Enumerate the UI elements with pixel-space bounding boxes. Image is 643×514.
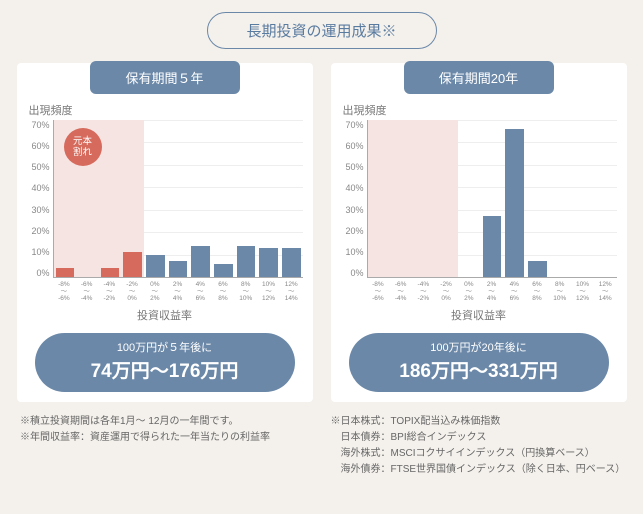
footnote-line: 海外株式：MSCIコクサイインデックス（円換算ベース） (331, 446, 624, 462)
footnote-line: ※日本株式：TOPIX配当込み株価指数 (331, 414, 624, 430)
footnote-line: ※積立投資期間は各年1月〜 12月の一年間です。 (20, 414, 313, 430)
result-pill: 100万円が５年後に74万円〜176万円 (35, 333, 295, 392)
y-axis: 70%60%50%40%30%20%10%0% (27, 120, 53, 278)
bar (191, 246, 210, 277)
footnotes-left: ※積立投資期間は各年1月〜 12月の一年間です。※年間収益率：資産運用で得られた… (20, 414, 313, 478)
bar (101, 268, 120, 277)
panel-tab: 保有期間５年 (90, 61, 240, 94)
result-pill: 100万円が20年後に186万円〜331万円 (349, 333, 609, 392)
bar (56, 268, 75, 277)
footnotes: ※積立投資期間は各年1月〜 12月の一年間です。※年間収益率：資産運用で得られた… (14, 414, 629, 478)
bars (54, 120, 303, 277)
footnote-line: ※年間収益率：資産運用で得られた一年当たりの利益率 (20, 430, 313, 446)
x-axis: -8% 〜 -6%-6% 〜 -4%-4% 〜 -2%-2% 〜 0%0% 〜 … (53, 281, 303, 302)
y-axis-label: 出現頻度 (343, 102, 617, 118)
plot-area (367, 120, 617, 278)
bar (169, 261, 188, 277)
x-axis-label: 投資収益率 (27, 307, 303, 323)
footnote-line: 日本債券：BPI総合インデックス (331, 430, 624, 446)
chart-panel: 保有期間20年出現頻度 70%60%50%40%30%20%10%0%-8% 〜 … (331, 63, 627, 402)
bar (214, 264, 233, 277)
y-axis: 70%60%50%40%30%20%10%0% (341, 120, 367, 278)
y-axis-label: 出現頻度 (29, 102, 303, 118)
chart: 70%60%50%40%30%20%10%0%元本割れ (27, 120, 303, 278)
bar (483, 216, 502, 277)
bar (282, 248, 301, 277)
bar (505, 129, 524, 277)
page-title: 長期投資の運用成果※ (207, 12, 437, 49)
chart-panel: 保有期間５年出現頻度 70%60%50%40%30%20%10%0%元本割れ -8%… (17, 63, 313, 402)
bar (123, 252, 142, 277)
panel-tab: 保有期間20年 (404, 61, 554, 94)
footnote-line: 海外債券：FTSE世界国債インデックス（除く日本、円ベース） (331, 462, 624, 478)
footnotes-right: ※日本株式：TOPIX配当込み株価指数 日本債券：BPI総合インデックス 海外株… (331, 414, 624, 478)
bar (146, 255, 165, 277)
bars (368, 120, 617, 277)
bar (237, 246, 256, 277)
bar (528, 261, 547, 277)
chart: 70%60%50%40%30%20%10%0% (341, 120, 617, 278)
plot-area: 元本割れ (53, 120, 303, 278)
bar (259, 248, 278, 277)
x-axis-label: 投資収益率 (341, 307, 617, 323)
x-axis: -8% 〜 -6%-6% 〜 -4%-4% 〜 -2%-2% 〜 0%0% 〜 … (367, 281, 617, 302)
panels-row: 保有期間５年出現頻度70%60%50%40%30%20%10%0%元本割れ-8%… (14, 63, 629, 402)
